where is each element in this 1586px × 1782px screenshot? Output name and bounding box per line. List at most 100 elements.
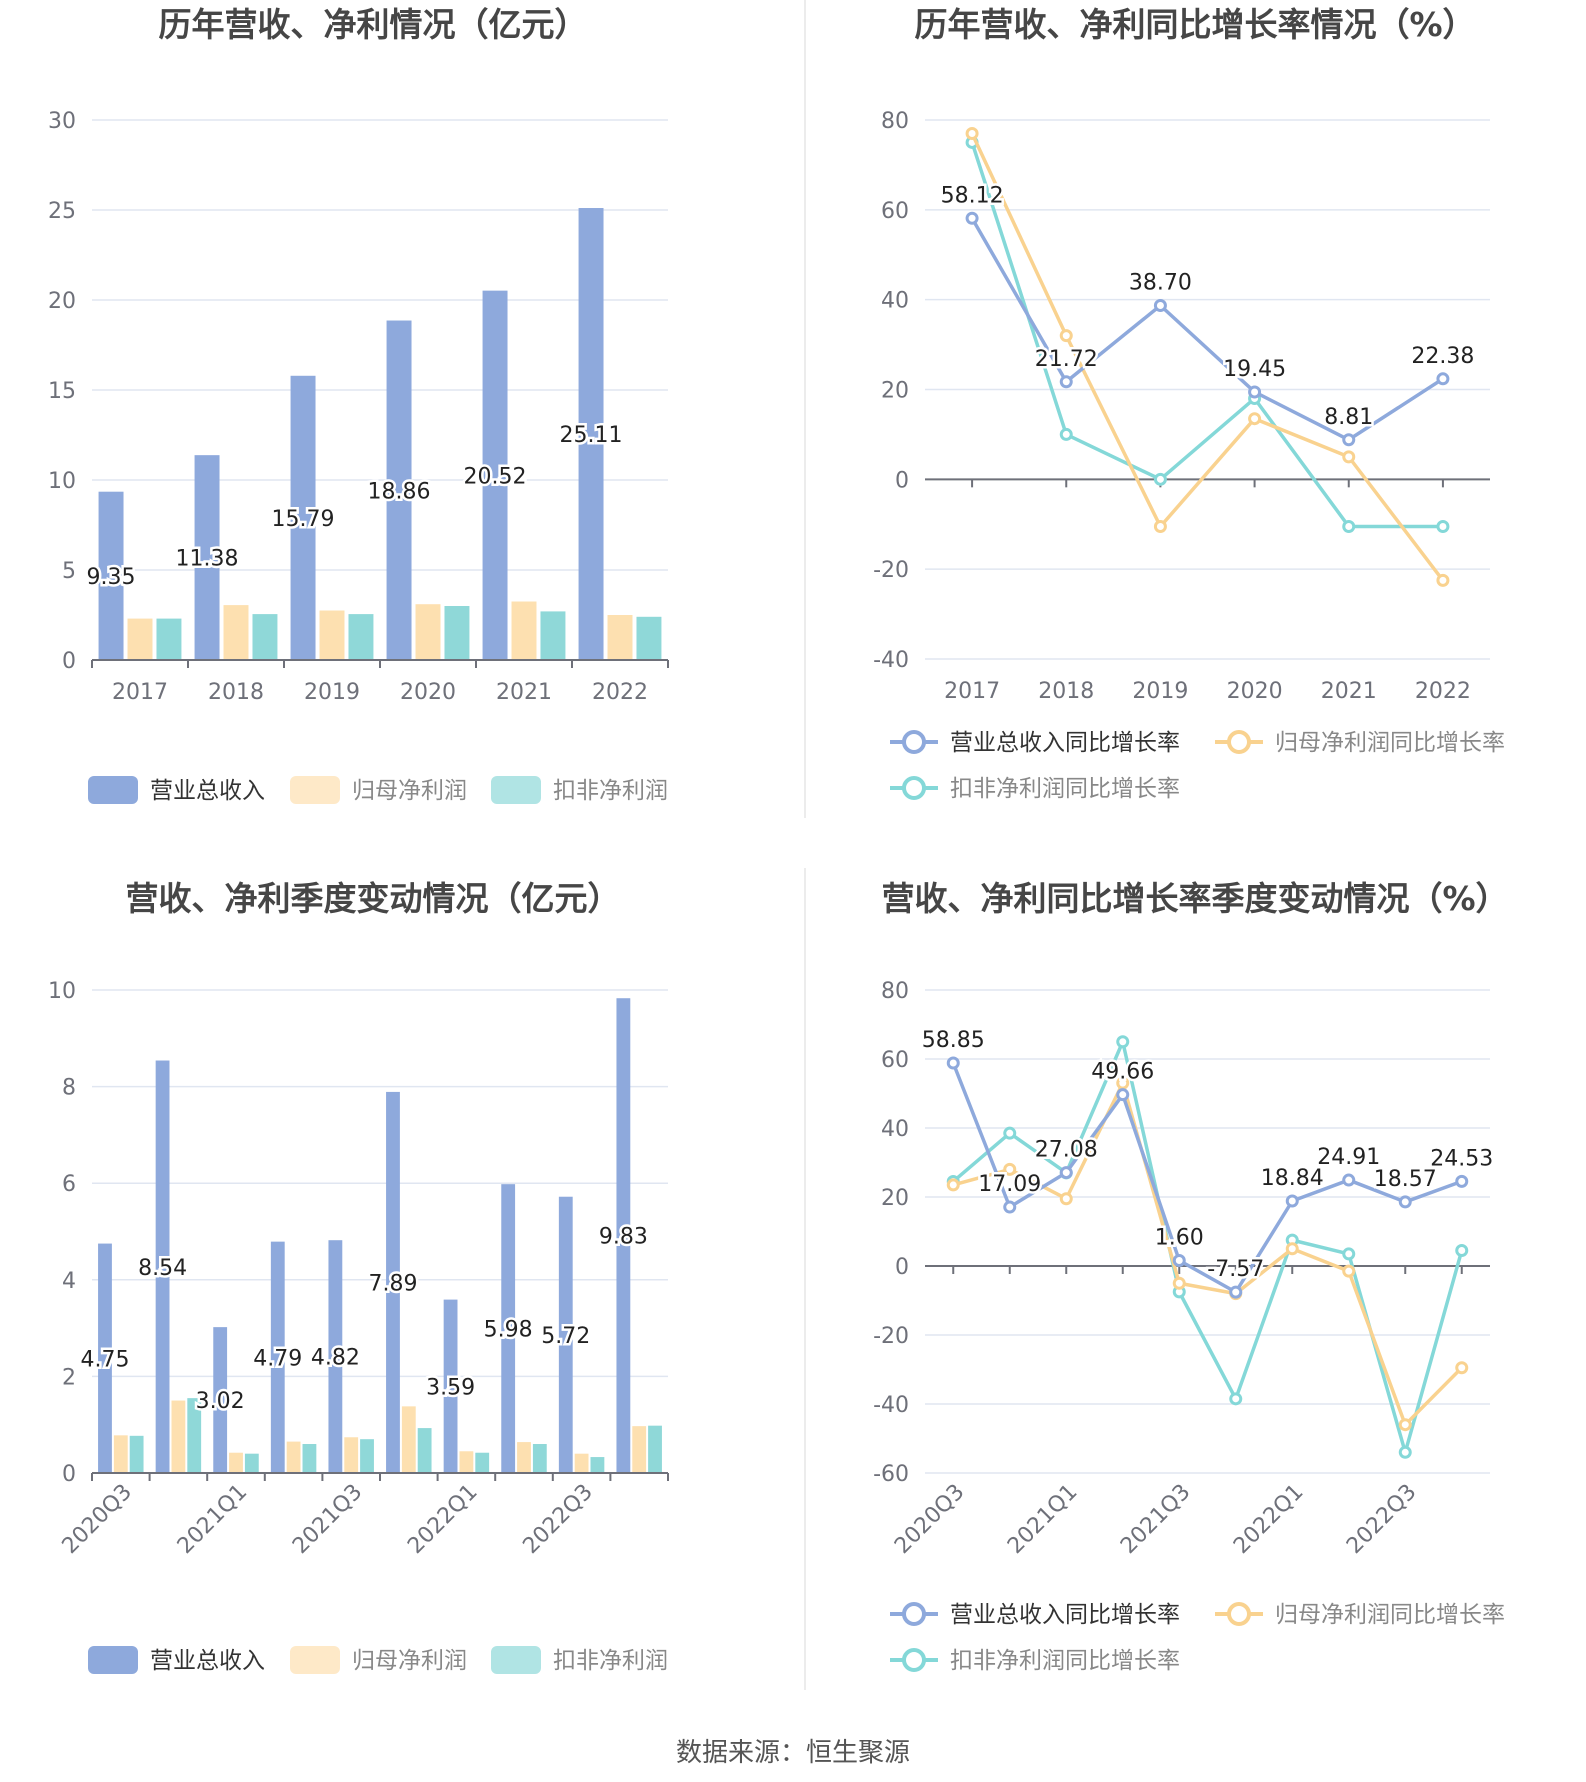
x-tick-label: 2019 [304,680,360,705]
y-tick-label: -40 [873,648,909,673]
series-line [952,1081,1463,1427]
bar [156,618,182,660]
x-tick-label: 2017 [112,680,168,705]
chart-title: 历年营收、净利同比增长率情况（%） [914,5,1475,44]
x-tick-label: 2022 [592,680,648,705]
y-tick-label: 4 [62,1269,76,1294]
y-tick-label: -20 [873,558,909,583]
bar [98,1243,112,1473]
data-label: 9.35 [87,565,136,590]
bar [501,1184,516,1473]
x-tick-label: 2022Q3 [518,1480,597,1559]
bar [244,1453,259,1473]
legend-swatch-marker [902,1602,926,1626]
data-point [1003,1162,1017,1176]
data-label: 4.82 [311,1346,360,1371]
data-point [1248,412,1262,426]
data-point [1003,1200,1017,1214]
y-tick-label: 0 [895,468,909,493]
data-label: 38.70 [1129,271,1192,296]
data-point [965,126,979,140]
series-line [970,132,1445,582]
bar [290,375,316,660]
y-tick-label: 0 [62,1462,76,1487]
x-tick-label: 2017 [944,679,1000,704]
data-point [1172,1276,1186,1290]
legend-swatch-marker [902,730,926,754]
data-point [1153,299,1167,313]
bar [223,605,249,660]
data-label: 49.66 [1091,1060,1154,1085]
data-point [1059,427,1073,441]
data-point [1342,1173,1356,1187]
y-tick-label: 6 [62,1172,76,1197]
chart-title: 历年营收、净利情况（亿元） [159,5,588,44]
bar [194,455,220,660]
bar [417,1428,432,1473]
data-label: 7.89 [368,1271,417,1296]
bar [360,1439,374,1473]
data-point [1285,1242,1299,1256]
data-point [1248,385,1262,399]
bar [578,208,604,660]
legend-swatch-marker [902,1648,926,1672]
bar [213,1327,228,1473]
bar [344,1437,359,1473]
bar [155,1060,170,1473]
data-point [965,211,979,225]
x-tick-label: 2022Q1 [403,1480,482,1559]
bar [319,610,345,660]
data-label: 11.38 [176,547,239,572]
bar [511,601,537,660]
data-label: 25.11 [560,423,623,448]
data-label: 17.09 [978,1172,1041,1197]
bar [270,1241,285,1473]
data-point [1398,1445,1412,1459]
bar [328,1240,343,1473]
bar [616,998,631,1473]
bar [229,1452,243,1473]
bar [444,606,470,660]
x-tick-label: 2020Q3 [58,1480,137,1559]
data-point [1116,1035,1130,1049]
bar [540,611,566,660]
data-point [1342,1247,1356,1261]
data-point [1003,1126,1017,1140]
data-label: 27.08 [1035,1138,1098,1163]
bar [302,1444,317,1473]
data-label: 19.45 [1223,357,1286,382]
legend-label: 营业总收入 [150,778,265,804]
quarterly-growth-rate-chart: 营收、净利同比增长率季度变动情况（%） -60 -40 -20 0 20 40 60 80 58.… [873,879,1508,1674]
annual-revenue-profit-chart: 历年营收、净利情况（亿元） 0 5 10 15 20 25 30 9.35 11.38 15.79 1… [48,5,669,804]
data-point [1455,1174,1469,1188]
chart-title: 营收、净利同比增长率季度变动情况（%） [881,879,1508,918]
bar [532,1444,547,1473]
x-tick-label: 2018 [208,680,264,705]
legend-swatch [290,776,340,804]
data-point [1342,450,1356,464]
bar [632,1426,647,1473]
data-point [1436,573,1450,587]
data-label: 8.81 [1324,405,1373,430]
data-point [1436,519,1450,533]
legend-label: 扣非净利润同比增长率 [950,1648,1180,1674]
series-line [970,217,1444,442]
bar [415,604,441,660]
x-tick-label: 2018 [1038,679,1094,704]
y-tick-label: -60 [873,1462,909,1487]
series-line [951,1062,1463,1294]
quarterly-revenue-profit-chart: 营收、净利季度变动情况（亿元） 0 2 4 6 8 10 4.75 8.54 3.02 4.79 4.… [48,879,669,1674]
x-tick-label: 2020 [1227,679,1283,704]
bar [574,1453,589,1473]
y-tick-label: 0 [895,1255,909,1280]
data-point [1059,1166,1073,1180]
data-label: -7.57 [1207,1257,1264,1282]
bar [401,1406,416,1473]
bar [648,1425,662,1473]
data-point [1455,1243,1469,1257]
x-tick-label: 2022 [1415,679,1471,704]
y-tick-label: 80 [881,109,909,134]
bar [127,618,153,660]
x-tick-label: 2020Q3 [890,1480,969,1559]
data-point [1116,1088,1130,1102]
